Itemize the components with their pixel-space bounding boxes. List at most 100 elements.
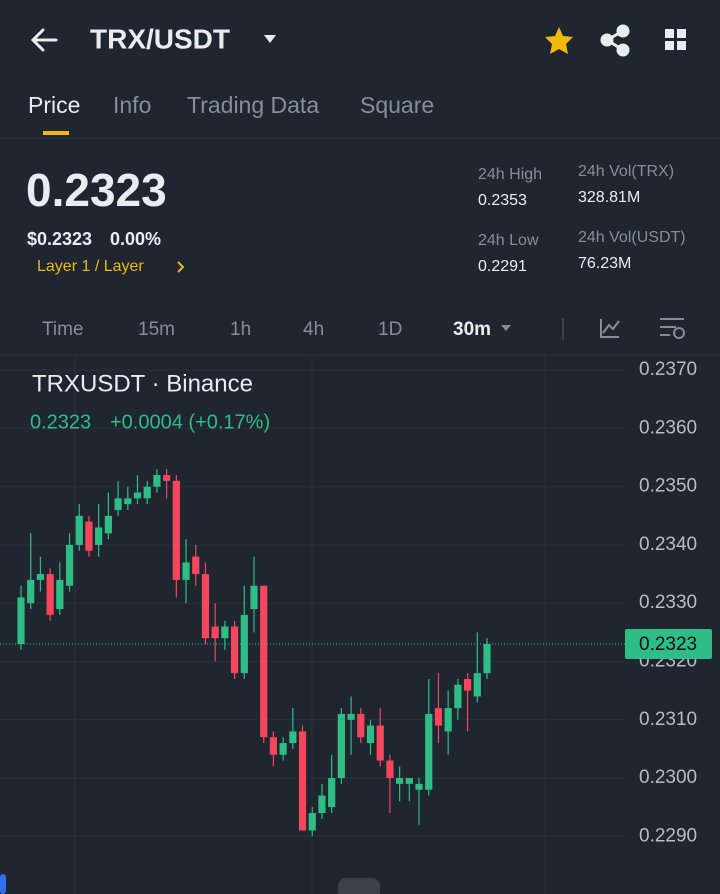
candle-body (366, 725, 375, 744)
candle-body (396, 778, 404, 784)
candle-body (405, 778, 413, 784)
price-change: 0.00% (110, 229, 161, 249)
edge-handle[interactable] (0, 874, 6, 894)
candle-wick (389, 754, 391, 814)
candle-body (337, 713, 345, 779)
candle-wick (166, 469, 168, 499)
interval[interactable]: 1D (378, 319, 402, 340)
y-tick-label: 0.2290 (639, 825, 697, 846)
candle-wick (117, 480, 119, 516)
candle-wick (476, 632, 478, 703)
usd-price: $0.2323 (27, 229, 92, 249)
candle-body (163, 475, 171, 481)
candle-body (250, 585, 258, 610)
candle-wick (127, 486, 129, 510)
interval[interactable]: Time (42, 319, 84, 340)
y-tick-label: 0.2310 (639, 709, 697, 730)
tab[interactable]: Price (28, 92, 80, 118)
category-tag[interactable]: Layer 1 / Layer (37, 258, 144, 275)
candle-body (75, 515, 83, 545)
candle-body (124, 498, 132, 505)
stat-label: 24h High (478, 166, 542, 183)
tab[interactable]: Square (360, 92, 434, 118)
grid-menu[interactable] (665, 29, 686, 50)
candle-body (36, 574, 45, 580)
interval-caret[interactable] (501, 325, 511, 331)
candle-body (104, 515, 112, 534)
stat-label: 24h Vol(TRX) (578, 163, 674, 180)
chart-title: TRXUSDT · Binance (32, 370, 253, 397)
y-tick-label: 0.2340 (639, 534, 697, 555)
stat-label: 24h Vol(USDT) (578, 229, 686, 246)
candle-body (289, 731, 297, 744)
candle-body (153, 475, 161, 487)
candle-body (425, 713, 433, 790)
pair-caret[interactable] (264, 35, 276, 43)
last-price-tag (625, 629, 712, 660)
pair-title[interactable]: TRX/USDT (90, 23, 230, 54)
tag-chevron[interactable] (177, 261, 185, 273)
candle-body (269, 737, 278, 755)
candle-body (483, 644, 491, 674)
candle-body (444, 708, 452, 732)
candle-body (201, 574, 210, 639)
interval[interactable]: 15m (138, 319, 175, 340)
y-tick-label: 0.2330 (639, 592, 697, 613)
candle-body (182, 562, 190, 580)
candle-body (56, 579, 64, 610)
candle-body (318, 795, 326, 814)
candle-wick (136, 475, 139, 505)
tab[interactable]: Info (113, 92, 151, 118)
candle-body (279, 743, 287, 755)
stat-value: 76.23M (578, 255, 631, 272)
stat-value: 328.81M (578, 189, 640, 206)
candle-body (357, 713, 365, 738)
candle-body (114, 498, 122, 510)
candle-body (347, 713, 355, 720)
y-tick-label: 0.2300 (639, 767, 697, 788)
settings-button[interactable] (660, 318, 685, 339)
interval[interactable]: 30m (453, 319, 491, 340)
candle-wick (418, 778, 420, 825)
candle-body (415, 783, 423, 790)
candle-body (65, 544, 74, 586)
candle-body (85, 521, 93, 551)
candle-body (308, 813, 316, 831)
interval[interactable]: 4h (303, 319, 324, 340)
candle-body (211, 626, 219, 639)
legend-price: 0.2323 (30, 411, 91, 433)
candle-body (143, 486, 151, 499)
favorite-star[interactable] (545, 27, 573, 54)
back-button[interactable] (30, 28, 58, 52)
indicator-button[interactable] (600, 319, 620, 338)
legend-change: +0.0004 (+0.17%) (110, 411, 270, 433)
stat-label: 24h Low (478, 232, 539, 249)
candle-wick (292, 708, 294, 749)
candle-body (328, 778, 336, 808)
share-button[interactable] (600, 24, 630, 57)
candle-body (133, 492, 142, 499)
candle-wick (408, 778, 410, 802)
candle-wick (30, 533, 32, 610)
y-tick-label: 0.2360 (639, 417, 697, 438)
scroll-button[interactable] (338, 878, 380, 894)
candle-body (221, 626, 229, 639)
last-price: 0.2323 (26, 164, 167, 216)
chart (0, 355, 625, 894)
candle-body (240, 614, 248, 674)
y-tick-label: 0.2350 (639, 476, 697, 497)
candle-body (95, 527, 103, 545)
interval[interactable]: 1h (230, 319, 251, 340)
last-price-label: 0.2323 (639, 634, 697, 655)
y-tick-label: 0.2370 (639, 359, 697, 380)
candle-body (27, 579, 35, 604)
candle-body (473, 673, 481, 697)
candle-body (386, 760, 394, 779)
tab[interactable]: Trading Data (187, 92, 319, 118)
candle-body (192, 556, 200, 575)
tab-indicator (43, 131, 69, 135)
candle-body (454, 684, 462, 709)
